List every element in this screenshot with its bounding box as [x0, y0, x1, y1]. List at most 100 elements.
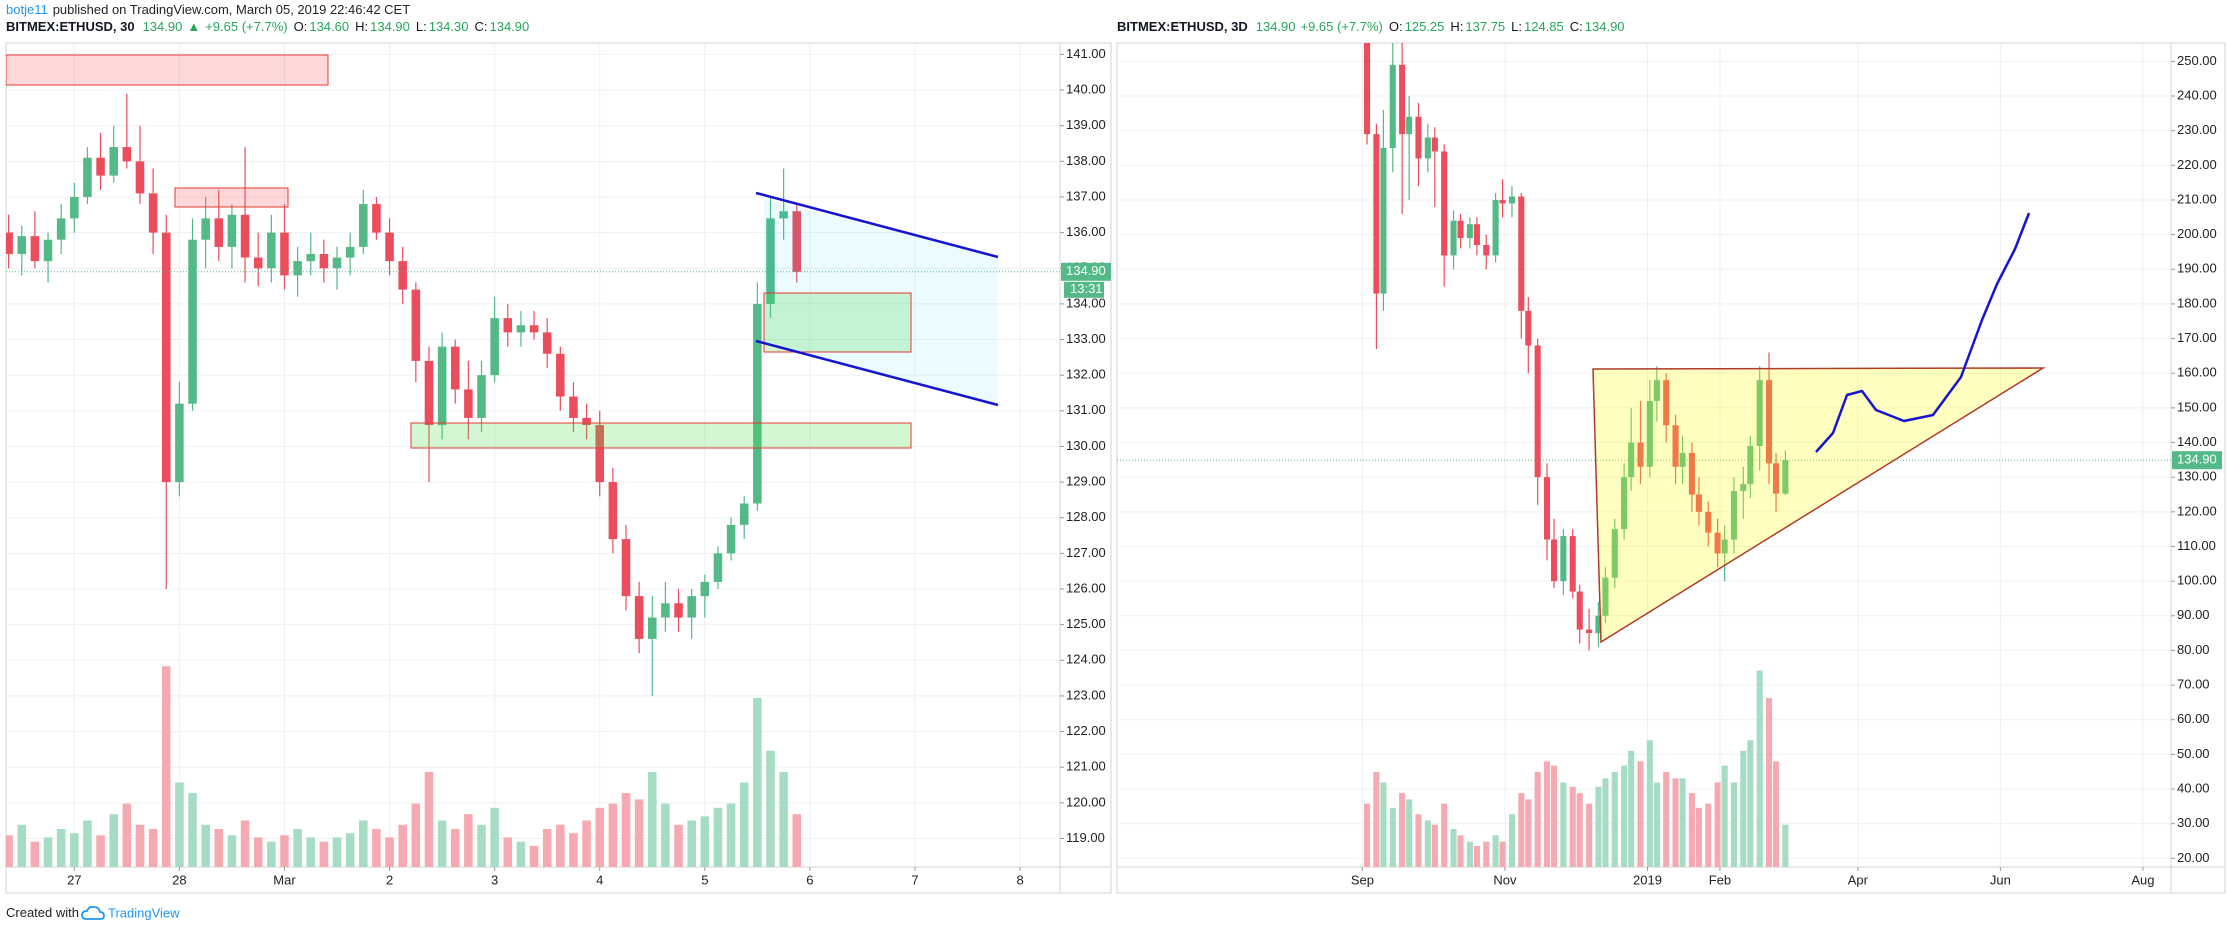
candle-body — [345, 246, 355, 258]
candle-body — [227, 214, 237, 247]
publish-info: published on TradingView.com, March 05, … — [53, 2, 411, 17]
candle-body — [739, 503, 749, 525]
legend-item: 134.90 — [1585, 19, 1625, 34]
volume-bar — [595, 807, 604, 867]
volume-bar — [83, 820, 92, 867]
candle-body — [1586, 629, 1593, 634]
candle-body — [214, 218, 224, 247]
volume-bar — [1483, 841, 1490, 867]
volume-bar — [253, 837, 263, 867]
volume-bar — [1611, 771, 1618, 867]
candle-body — [556, 353, 565, 397]
candle-body — [1399, 64, 1406, 135]
volume-bar — [319, 841, 329, 867]
y-tick-label: 100.00 — [2177, 573, 2217, 588]
x-tick-label: 7 — [911, 872, 918, 887]
candle-body — [713, 553, 723, 582]
y-tick-label: 129.00 — [1066, 474, 1106, 489]
volume-bar — [1424, 820, 1431, 867]
candle-body — [464, 389, 473, 418]
volume-bar — [634, 799, 644, 867]
volume-bar — [1653, 782, 1660, 867]
legend-item: +9.65 (+7.7%) — [205, 19, 287, 34]
candle-body — [240, 214, 250, 258]
candle-body — [1646, 400, 1653, 467]
volume-bar — [1621, 765, 1628, 867]
volume-bar — [1740, 750, 1747, 867]
volume-bar — [398, 824, 407, 867]
y-tick-label: 140.00 — [2177, 434, 2217, 449]
candle-body — [1782, 460, 1789, 494]
y-tick-label: 132.00 — [1066, 367, 1106, 382]
last-price-box — [1061, 262, 1111, 281]
candle-body — [411, 289, 421, 361]
legend-item: 134.90 — [370, 19, 410, 34]
zone — [6, 54, 329, 86]
volume-bar — [582, 820, 591, 867]
x-tick-label: 2 — [386, 872, 393, 887]
volume-bar — [1695, 807, 1702, 867]
legend-item: 125.25 — [1405, 19, 1445, 34]
volume-bar — [792, 814, 802, 867]
author: botje11 — [6, 2, 48, 17]
candle-body — [201, 218, 210, 240]
candle-body — [148, 193, 158, 233]
grid — [1117, 43, 2171, 867]
candle-body — [1637, 442, 1644, 467]
candle-body — [700, 581, 710, 597]
pane-border — [1116, 42, 2226, 894]
x-tick-label: 6 — [806, 872, 813, 887]
candle-body — [1406, 116, 1413, 135]
volume-bar — [569, 833, 578, 867]
y-tick-label: 140.00 — [1066, 81, 1106, 96]
candle-body — [1730, 491, 1738, 540]
y-tick-label: 90.00 — [2177, 607, 2210, 622]
trend-line — [755, 339, 999, 407]
candle-body — [529, 325, 539, 333]
candle-body — [569, 396, 578, 418]
x-tick-label: 4 — [596, 872, 603, 887]
volume-bar — [1747, 740, 1754, 867]
volume-bar — [1646, 740, 1653, 867]
candle-body — [792, 211, 802, 272]
candle-body — [70, 196, 79, 219]
volume-bar — [240, 820, 250, 867]
volume-bar — [608, 803, 618, 867]
volume-bar — [372, 828, 381, 867]
legend-item: 134.90 — [1256, 19, 1296, 34]
legend: BITMEX:ETHUSD, 3D 134.90 +9.65 (+7.7%) O: 12… — [1117, 19, 1625, 34]
volume-bar — [516, 841, 526, 867]
volume-bar — [1721, 765, 1728, 867]
candle-body — [1499, 199, 1506, 204]
volume-bar — [6, 835, 13, 867]
candle-body — [1653, 380, 1660, 401]
candle-body — [1389, 64, 1396, 148]
candle-body — [634, 596, 644, 639]
y-tick-label: 220.00 — [2177, 157, 2217, 172]
projection-curve — [1815, 212, 2031, 453]
candle-body — [608, 482, 618, 540]
candle-body — [56, 218, 66, 240]
legend-item: ▲ — [187, 19, 200, 34]
y-tick-label: 230.00 — [2177, 122, 2217, 137]
candle-body — [1543, 477, 1551, 540]
candle-body — [1373, 134, 1380, 294]
candle-body — [253, 257, 263, 269]
volume-bar — [1637, 761, 1644, 867]
candle-body — [83, 157, 92, 197]
candle-body — [1431, 137, 1438, 152]
y-tick-label: 120.00 — [2177, 503, 2217, 518]
last-price-label: 134.90 — [1066, 263, 1106, 278]
volume-bar — [1602, 778, 1609, 867]
volume-bar — [280, 835, 289, 867]
y-tick-label: 119.00 — [1066, 830, 1105, 845]
x-tick-label: 3 — [491, 872, 498, 887]
volume-bar — [1406, 799, 1413, 867]
volume-bar — [687, 820, 696, 867]
candle-body — [582, 417, 591, 426]
trend-line — [755, 191, 999, 259]
volume-bar — [385, 837, 394, 867]
volume-bar — [1399, 793, 1406, 867]
x-tick-label: Sep — [1351, 872, 1374, 887]
